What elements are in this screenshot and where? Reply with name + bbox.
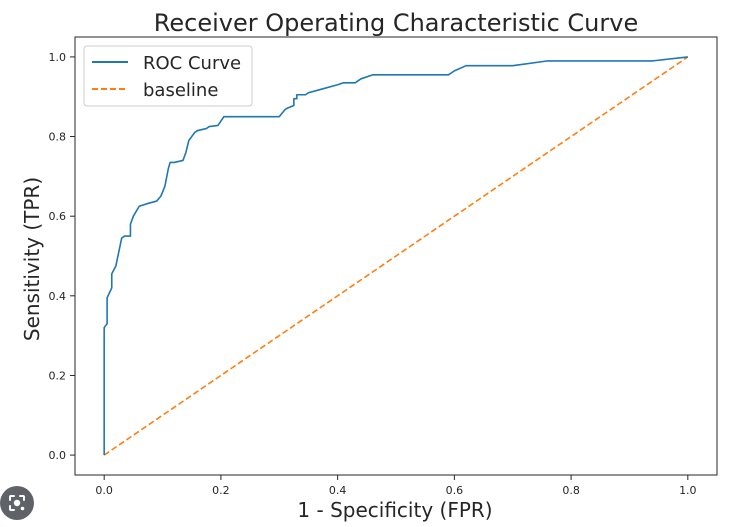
plot-frame (74, 36, 718, 476)
y-tick-label: 1.0 (49, 51, 67, 64)
series-layer (103, 56, 689, 456)
legend: ROC Curve baseline (83, 45, 253, 107)
legend-label-roc: ROC Curve (143, 53, 241, 74)
chart-title: Receiver Operating Characteristic Curve (154, 9, 638, 37)
y-tick-label: 0.4 (49, 290, 67, 303)
legend-label-baseline: baseline (143, 80, 218, 101)
x-tick-label: 0.8 (562, 484, 580, 497)
x-tick-label: 0.6 (446, 484, 464, 497)
roc-curve-line (103, 56, 688, 456)
y-tick-label: 0.6 (49, 210, 67, 223)
y-axis-label: Sensitivity (TPR) (20, 177, 44, 341)
x-axis-label: 1 - Specificity (FPR) (297, 498, 492, 522)
y-tick-label: 0.2 (49, 369, 67, 382)
x-tick-label: 1.0 (679, 484, 697, 497)
baseline-line (103, 56, 689, 456)
x-axis: 0.0 0.2 0.4 0.6 0.8 1.0 (95, 475, 697, 497)
x-tick-label: 0.2 (212, 484, 230, 497)
y-axis: 0.0 0.2 0.4 0.6 0.8 1.0 (49, 51, 75, 462)
x-tick-label: 0.0 (95, 484, 113, 497)
image-search-icon (7, 493, 27, 513)
y-tick-label: 0.8 (49, 131, 67, 144)
y-tick-label: 0.0 (49, 449, 67, 462)
x-tick-label: 0.4 (329, 484, 347, 497)
image-search-button[interactable] (0, 486, 34, 520)
